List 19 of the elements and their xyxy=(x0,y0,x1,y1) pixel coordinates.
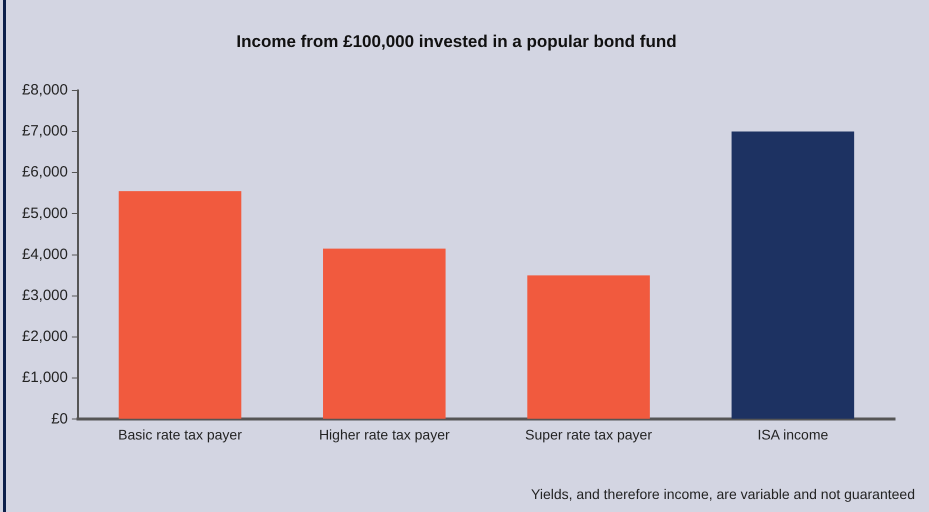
y-tick-label: £1,000 xyxy=(22,369,68,386)
x-tick-label: Basic rate tax payer xyxy=(118,426,242,442)
y-tick-label: £7,000 xyxy=(22,122,68,140)
x-tick-label: Higher rate tax payer xyxy=(318,426,450,442)
y-tick-label: £3,000 xyxy=(22,287,68,304)
bar xyxy=(118,191,242,419)
x-tick-label: ISA income xyxy=(757,426,828,442)
x-tick-label: Super rate tax payer xyxy=(525,426,652,442)
chart-title: Income from £100,000 invested in a popular bond fund xyxy=(236,32,677,51)
y-tick-label: £2,000 xyxy=(22,328,68,346)
bar xyxy=(527,275,650,419)
y-tick-label: £8,000 xyxy=(22,82,68,99)
bar xyxy=(732,132,854,419)
y-tick-label: £6,000 xyxy=(22,164,68,181)
y-tick-label: £4,000 xyxy=(22,246,68,263)
y-tick-label: £0 xyxy=(51,410,68,428)
y-tick-label: £5,000 xyxy=(22,204,68,222)
bar xyxy=(323,248,446,419)
text: Yields, and therefore income, are variable and not guaranteed xyxy=(531,486,915,502)
